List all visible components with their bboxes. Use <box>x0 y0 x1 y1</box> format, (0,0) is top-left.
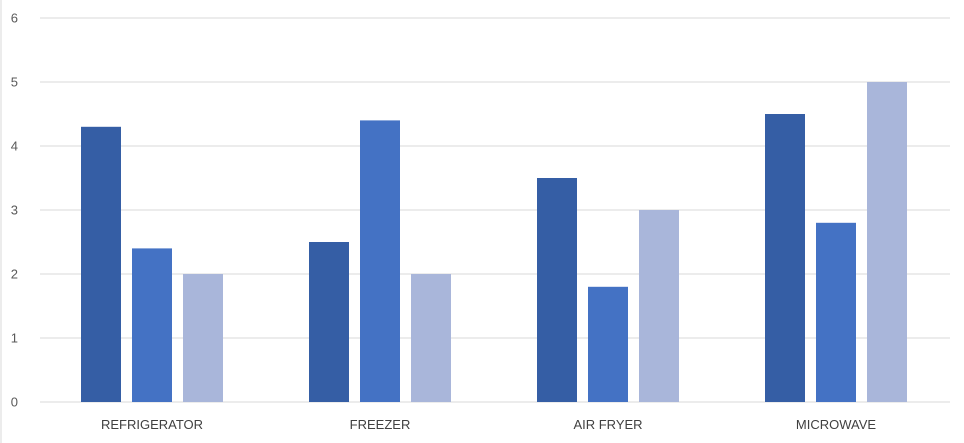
x-category-label: MICROWAVE <box>796 417 876 432</box>
y-tick-label: 2 <box>11 267 18 282</box>
bar <box>639 210 679 402</box>
y-tick-label: 6 <box>11 11 18 26</box>
bar <box>81 126 121 403</box>
y-tick-label: 4 <box>11 139 18 154</box>
gridlines <box>40 17 950 403</box>
y-tick-label: 3 <box>11 203 18 218</box>
bar <box>537 178 577 402</box>
y-axis-tick-labels: 0 1 2 3 4 5 6 <box>11 11 18 410</box>
y-tick-label: 0 <box>11 395 18 410</box>
bars <box>81 82 907 403</box>
bar <box>309 242 349 402</box>
bar <box>132 248 172 402</box>
bar <box>765 114 805 402</box>
bar <box>411 274 451 402</box>
bar <box>360 120 400 403</box>
bar <box>867 82 907 402</box>
x-category-label: REFRIGERATOR <box>101 417 203 432</box>
x-category-label: AIR FRYER <box>573 417 642 432</box>
bar <box>183 274 223 402</box>
x-axis-category-labels: REFRIGERATOR FREEZER AIR FRYER MICROWAVE <box>101 417 876 432</box>
bar <box>588 286 628 402</box>
y-tick-label: 1 <box>11 331 18 346</box>
y-tick-label: 5 <box>11 75 18 90</box>
x-category-label: FREEZER <box>350 417 411 432</box>
bar <box>816 222 856 402</box>
